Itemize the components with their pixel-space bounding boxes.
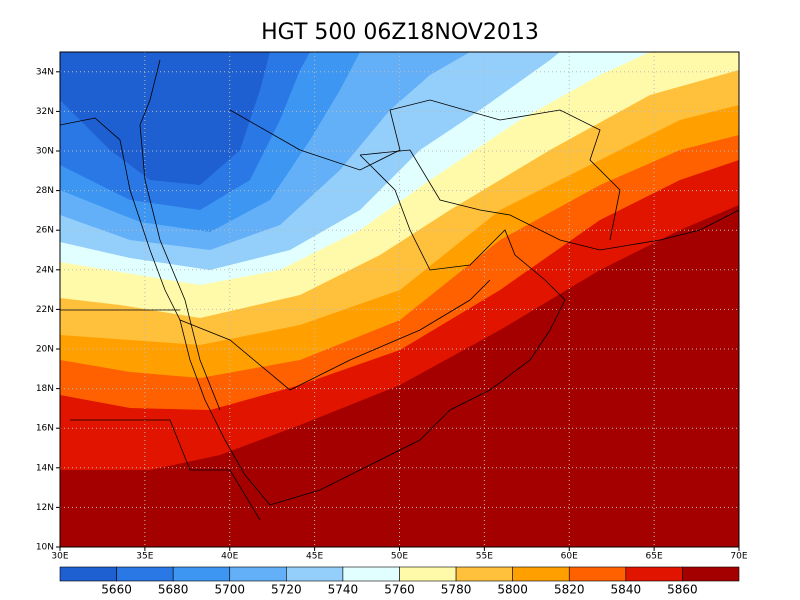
colorbar-label: 5780 (441, 583, 472, 597)
y-tick-label: 16N (36, 424, 54, 434)
contour-band (60, 52, 270, 185)
colorbar-label: 5680 (158, 583, 189, 597)
y-tick-label: 14N (36, 463, 54, 473)
y-tick-label: 30N (36, 147, 54, 157)
colorbar-box (116, 566, 174, 582)
colorbar-label: 5800 (497, 583, 528, 597)
y-tick-label: 28N (36, 186, 54, 196)
x-tick-label: 50E (391, 552, 408, 562)
colorbar-box (172, 566, 231, 582)
colorbar-box (455, 566, 513, 582)
colorbar-box (512, 566, 570, 582)
colorbar-label: 5720 (271, 583, 302, 597)
x-tick-label: 65E (646, 552, 663, 562)
y-tick-label: 32N (36, 107, 54, 117)
colorbar-box (59, 566, 117, 582)
colorbar: 5660 5680 5700 5720 5740 5760 5780 5800 5820 5840… (59, 566, 740, 597)
coastline (59, 117, 271, 506)
x-tick-label: 60E (561, 552, 578, 562)
x-tick-label: 35E (136, 552, 153, 562)
x-tick-label: 70E (730, 552, 747, 562)
y-tick-label: 34N (36, 67, 54, 77)
coastline (359, 149, 740, 251)
borders (59, 59, 740, 521)
colorbar-box (682, 566, 740, 582)
border (70, 419, 261, 521)
colorbar-box (342, 566, 400, 582)
y-tick-label: 18N (36, 384, 54, 394)
border (179, 279, 491, 391)
colorbar-label: 5700 (214, 583, 245, 597)
x-tick-label: 40E (221, 552, 238, 562)
colorbar-label: 5740 (328, 583, 359, 597)
colorbar-box (399, 566, 457, 582)
colorbar-box (286, 566, 344, 582)
chart-title: HGT 500 06Z18NOV2013 (261, 20, 539, 45)
y-tick-label: 10N (36, 543, 54, 553)
colorbar-box (568, 566, 627, 582)
colorbar-label: 5860 (667, 583, 698, 597)
y-tick-label: 22N (36, 305, 54, 315)
coastline (139, 59, 221, 411)
colorbar-box (625, 566, 683, 582)
border (229, 99, 621, 241)
y-tick-label: 20N (36, 345, 54, 355)
y-tick-label: 26N (36, 226, 54, 236)
colorbar-label: 5760 (384, 583, 415, 597)
x-tick-label: 30E (51, 552, 68, 562)
x-tick-label: 45E (306, 552, 323, 562)
y-tick-label: 12N (36, 503, 54, 513)
colorbar-label: 5660 (101, 583, 132, 597)
x-tick-label: 55E (476, 552, 493, 562)
colorbar-label: 5840 (611, 583, 642, 597)
y-tick-label: 24N (36, 265, 54, 275)
coastline (269, 154, 566, 506)
colorbar-box (229, 566, 287, 582)
colorbar-label: 5820 (554, 583, 585, 597)
